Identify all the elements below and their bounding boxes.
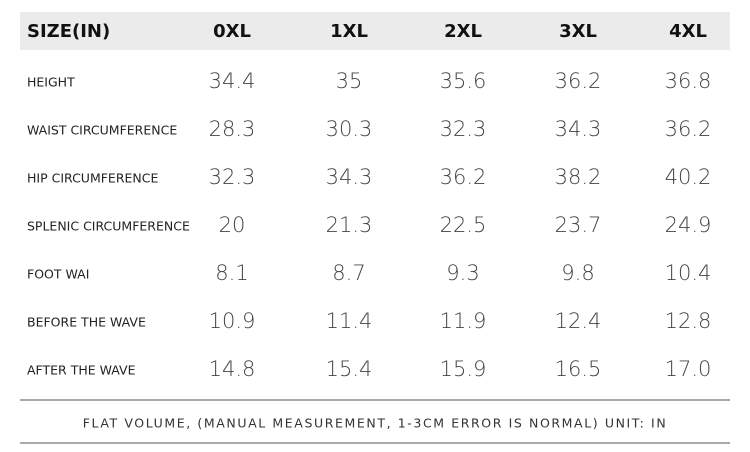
cell-value: 28.3 bbox=[209, 117, 256, 141]
header-cell: 4XL bbox=[669, 21, 707, 42]
row-label: WAIST CIRCUMFERENCE bbox=[27, 123, 177, 138]
cell-value: 16.5 bbox=[555, 357, 602, 381]
row-label: HEIGHT bbox=[27, 75, 75, 90]
cell-value: 35.6 bbox=[440, 69, 487, 93]
cell-value: 34.3 bbox=[555, 117, 602, 141]
cell-value: 34.4 bbox=[209, 69, 256, 93]
cell-value: 23.7 bbox=[555, 213, 602, 237]
cell-value: 36.2 bbox=[555, 69, 602, 93]
cell-value: 8.7 bbox=[332, 261, 365, 285]
cell-value: 10.4 bbox=[665, 261, 712, 285]
cell-value: 14.8 bbox=[209, 357, 256, 381]
cell-value: 15.9 bbox=[440, 357, 487, 381]
cell-value: 24.9 bbox=[665, 213, 712, 237]
cell-value: 11.9 bbox=[440, 309, 487, 333]
cell-value: 35 bbox=[336, 69, 363, 93]
cell-value: 9.8 bbox=[561, 261, 594, 285]
cell-value: 34.3 bbox=[326, 165, 373, 189]
cell-value: 21.3 bbox=[326, 213, 373, 237]
cell-value: 32.3 bbox=[440, 117, 487, 141]
cell-value: 38.2 bbox=[555, 165, 602, 189]
header-cell: 1XL bbox=[330, 21, 368, 42]
cell-value: 12.8 bbox=[665, 309, 712, 333]
row-label: BEFORE THE WAVE bbox=[27, 315, 146, 330]
cell-value: 36.2 bbox=[665, 117, 712, 141]
cell-value: 32.3 bbox=[209, 165, 256, 189]
cell-value: 22.5 bbox=[440, 213, 487, 237]
header-cell: SIZE(IN) bbox=[27, 21, 110, 42]
cell-value: 17.0 bbox=[665, 357, 712, 381]
footer-note: FLAT VOLUME, (MANUAL MEASUREMENT, 1-3CM … bbox=[83, 416, 668, 431]
cell-value: 10.9 bbox=[209, 309, 256, 333]
header-cell: 2XL bbox=[444, 21, 482, 42]
header-cell: 0XL bbox=[213, 21, 251, 42]
header-cell: 3XL bbox=[559, 21, 597, 42]
row-label: FOOT WAI bbox=[27, 267, 89, 282]
cell-value: 9.3 bbox=[446, 261, 479, 285]
cell-value: 30.3 bbox=[326, 117, 373, 141]
cell-value: 20 bbox=[219, 213, 246, 237]
cell-value: 40.2 bbox=[665, 165, 712, 189]
cell-value: 12.4 bbox=[555, 309, 602, 333]
cell-value: 11.4 bbox=[326, 309, 373, 333]
cell-value: 36.2 bbox=[440, 165, 487, 189]
row-label: SPLENIC CIRCUMFERENCE bbox=[27, 219, 190, 234]
header-band bbox=[20, 12, 730, 50]
row-label: HIP CIRCUMFERENCE bbox=[27, 171, 158, 186]
row-label: AFTER THE WAVE bbox=[27, 363, 136, 378]
cell-value: 36.8 bbox=[665, 69, 712, 93]
cell-value: 15.4 bbox=[326, 357, 373, 381]
cell-value: 8.1 bbox=[215, 261, 248, 285]
